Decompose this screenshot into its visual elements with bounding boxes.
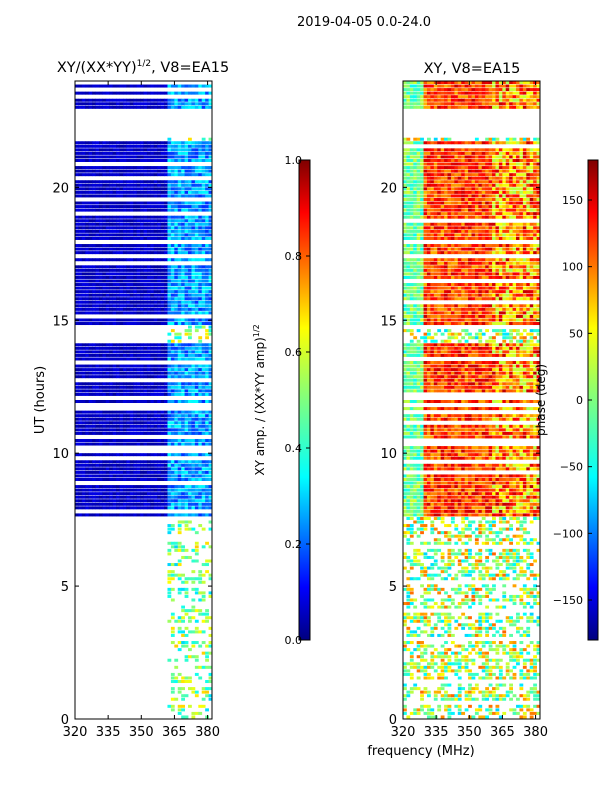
right-y-axis: 0 5 10 15 20 (380, 181, 540, 728)
x-tick-label: 380 (195, 725, 220, 740)
left-colorbar-label: XY amp. / (XX*YY amp)1/2 (252, 324, 267, 475)
x-tick-label: 335 (96, 725, 121, 740)
left-colorbar-ticks: 0.0 0.2 0.4 0.6 0.8 1.0 (285, 154, 310, 647)
colorbar-tick-label: 150 (562, 194, 583, 207)
left-colorbar-gradient (298, 159, 311, 641)
colorbar-tick-label: 0.2 (285, 538, 303, 551)
right-colorbar-ticks: −150 −100 −50 0 50 100 150 (553, 194, 592, 607)
x-tick-label: 365 (490, 725, 515, 740)
y-tick-label: 5 (389, 580, 397, 595)
x-tick-label: 350 (457, 725, 482, 740)
colorbar-tick-label: 50 (569, 327, 583, 340)
right-panel-title: XY, V8=EA15 (424, 61, 521, 77)
colorbar-tick-label: 1.0 (285, 154, 303, 167)
colorbar-tick-label: −150 (553, 594, 583, 607)
right-panel: XY, V8=EA15 320 335 350 365 380 0 5 10 15 20 fre… (367, 61, 548, 759)
y-tick-label: 20 (52, 181, 69, 196)
x-tick-label: 320 (63, 725, 88, 740)
colorbar-tick-label: −50 (560, 461, 583, 474)
left-x-axis: 320 335 350 365 380 (63, 81, 220, 740)
x-tick-label: 320 (391, 725, 416, 740)
right-heatmap (403, 81, 540, 719)
y-tick-label: 20 (380, 181, 397, 196)
x-tick-label: 350 (129, 725, 154, 740)
y-tick-label: 15 (52, 314, 69, 329)
y-tick-label: 0 (61, 713, 69, 728)
left-panel-title: XY/(XX*YY)1/2, V8=EA15 (57, 59, 229, 76)
colorbar-tick-label: 0 (576, 394, 583, 407)
y-tick-label: 5 (61, 580, 69, 595)
colorbar-tick-label: 0.8 (285, 250, 303, 263)
left-axes-frame (74, 80, 213, 720)
colorbar-tick-label: −100 (553, 527, 583, 540)
figure-suptitle: 2019-04-05 0.0-24.0 (297, 15, 431, 30)
left-heatmap (75, 84, 212, 719)
y-tick-label: 15 (380, 314, 397, 329)
x-axis-label: frequency (MHz) (367, 744, 474, 759)
colorbar-tick-label: 0.4 (285, 442, 303, 455)
colorbar-tick-label: 0.6 (285, 346, 303, 359)
y-tick-label: 10 (380, 447, 397, 462)
right-colorbar-label: phase (deg) (534, 364, 548, 436)
right-axes-frame (402, 80, 541, 720)
y-tick-label: 10 (52, 447, 69, 462)
right-colorbar: −150 −100 −50 0 50 100 150 phase (deg) (534, 159, 599, 641)
left-y-axis: 0 5 10 15 20 (52, 181, 212, 728)
x-tick-label: 365 (162, 725, 187, 740)
x-tick-label: 380 (523, 725, 548, 740)
colorbar-tick-label: 0.0 (285, 634, 303, 647)
right-x-axis: 320 335 350 365 380 (391, 81, 548, 740)
left-y-axis-label: UT (hours) (33, 366, 48, 434)
y-tick-label: 0 (389, 713, 397, 728)
colorbar-tick-label: 100 (562, 261, 583, 274)
left-colorbar: 0.0 0.2 0.4 0.6 0.8 1.0 XY amp. / (XX*YY amp)… (252, 154, 311, 647)
x-tick-label: 335 (424, 725, 449, 740)
left-panel: XY/(XX*YY)1/2, V8=EA15 320 335 350 365 380 0… (33, 59, 229, 740)
